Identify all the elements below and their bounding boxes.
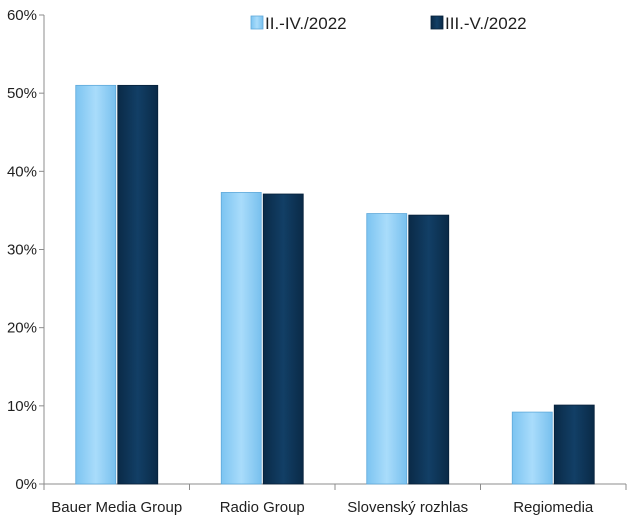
legend: II.-IV./2022 III.-V./2022	[250, 14, 527, 33]
y-tick-label: 0%	[15, 476, 37, 493]
x-tick-label: Slovenský rozhlas	[347, 499, 468, 516]
legend-label: II.-IV./2022	[265, 14, 347, 33]
x-tick-label: Bauer Media Group	[51, 499, 182, 516]
bar-series-1	[366, 213, 408, 485]
y-tick-label: 40%	[7, 163, 37, 180]
y-tick-label: 10%	[7, 398, 37, 415]
x-tick-label: Regiomedia	[513, 499, 594, 516]
bar-series-1	[511, 411, 553, 485]
y-axis: 0% 10% 20% 30% 40% 50% 60%	[7, 7, 45, 493]
y-tick-label: 30%	[7, 242, 37, 259]
bar-series-2	[553, 404, 595, 485]
bar-series-2	[408, 214, 450, 485]
bars	[75, 84, 595, 485]
legend-label: III.-V./2022	[445, 14, 527, 33]
y-tick-label: 60%	[7, 7, 37, 24]
bar-series-1	[220, 192, 262, 485]
legend-swatch	[430, 15, 444, 30]
y-tick-label: 50%	[7, 85, 37, 102]
bar-series-1	[75, 84, 117, 485]
bar-series-2	[117, 84, 159, 485]
y-tick-label: 20%	[7, 320, 37, 337]
bar-series-2	[262, 193, 304, 485]
x-axis: Bauer Media Group Radio Group Slovenský ro…	[43, 483, 627, 516]
x-tick-label: Radio Group	[220, 499, 305, 516]
legend-swatch	[250, 15, 264, 30]
